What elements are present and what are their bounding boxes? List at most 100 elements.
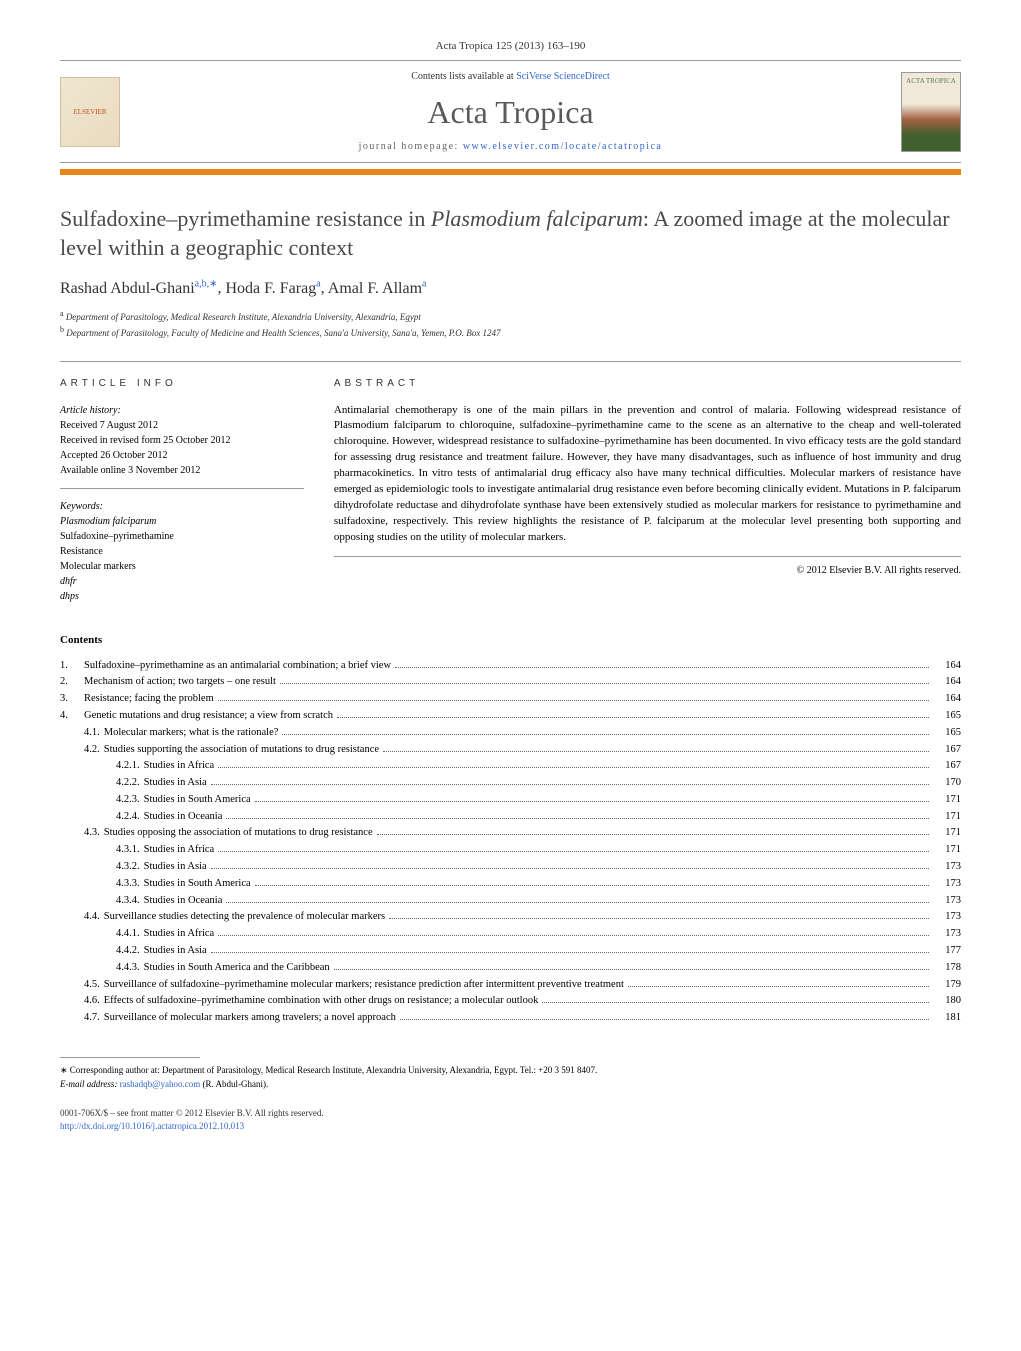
author-sup: a,b,∗	[195, 278, 218, 289]
toc-entry[interactable]: 4.2.Studies supporting the association o…	[60, 742, 961, 759]
journal-header: ELSEVIER Contents lists available at Sci…	[60, 60, 961, 163]
toc-title: Studies supporting the association of mu…	[104, 742, 379, 759]
toc-page: 181	[933, 1010, 961, 1027]
toc-dots	[389, 918, 929, 919]
toc-number: 4.4.3.	[60, 960, 144, 977]
authors-list: Rashad Abdul-Ghania,b,∗, Hoda F. Faraga,…	[60, 278, 961, 297]
abstract-heading: abstract	[334, 378, 961, 389]
toc-page: 170	[933, 775, 961, 792]
toc-dots	[542, 1002, 929, 1003]
sciencedirect-link[interactable]: SciVerse ScienceDirect	[516, 71, 610, 82]
toc-entry[interactable]: 4.3.3.Studies in South America 173	[60, 876, 961, 893]
toc-number: 4.3.	[60, 825, 104, 842]
toc-dots	[211, 784, 929, 785]
toc-number: 4.2.4.	[60, 809, 144, 826]
toc-entry[interactable]: 4.3.1.Studies in Africa171	[60, 842, 961, 859]
toc-number: 4.3.3.	[60, 876, 144, 893]
homepage-label: journal homepage:	[359, 141, 463, 152]
abstract-text: Antimalarial chemotherapy is one of the …	[334, 403, 961, 546]
keyword: Resistance	[60, 544, 304, 559]
toc-number: 4.6.	[60, 993, 104, 1010]
toc-title: Studies in South America	[144, 792, 251, 809]
author: Amal F. Allama	[328, 280, 427, 297]
toc-title: Studies in Africa	[144, 842, 215, 859]
toc-title: Sulfadoxine–pyrimethamine as an antimala…	[84, 658, 391, 675]
copyright-line: © 2012 Elsevier B.V. All rights reserved…	[334, 556, 961, 576]
author-sup: a	[316, 278, 320, 289]
toc-number: 4.3.2.	[60, 859, 144, 876]
toc-title: Studies opposing the association of muta…	[104, 825, 373, 842]
header-center: Contents lists available at SciVerse Sci…	[120, 71, 901, 152]
toc-dots	[211, 868, 929, 869]
corresponding-author: ∗ Corresponding author at: Department of…	[60, 1064, 961, 1078]
toc-title: Studies in Oceania	[144, 893, 223, 910]
toc-dots	[400, 1019, 929, 1020]
keywords-label: Keywords:	[60, 499, 304, 514]
toc-entry[interactable]: 4.3.Studies opposing the association of …	[60, 825, 961, 842]
toc-entry[interactable]: 4.3.4.Studies in Oceania173	[60, 893, 961, 910]
toc-page: 171	[933, 825, 961, 842]
toc-number: 4.2.3.	[60, 792, 144, 809]
toc-number: 4.1.	[60, 725, 104, 742]
toc-entry[interactable]: 2.Mechanism of action; two targets – one…	[60, 674, 961, 691]
article-title: Sulfadoxine–pyrimethamine resistance in …	[60, 205, 961, 262]
toc-entry[interactable]: 4.7.Surveillance of molecular markers am…	[60, 1010, 961, 1027]
publisher-name: ELSEVIER	[73, 108, 106, 116]
footnotes: ∗ Corresponding author at: Department of…	[60, 1058, 961, 1091]
toc-page: 173	[933, 876, 961, 893]
toc-page: 165	[933, 708, 961, 725]
toc-number: 4.5.	[60, 977, 104, 994]
toc-entry[interactable]: 4.4.1.Studies in Africa173	[60, 926, 961, 943]
toc-page: 173	[933, 893, 961, 910]
toc-dots	[218, 851, 929, 852]
homepage-link[interactable]: www.elsevier.com/locate/actatropica	[463, 141, 663, 152]
toc-entry[interactable]: 4.2.2.Studies in Asia170	[60, 775, 961, 792]
toc-number: 4.4.	[60, 909, 104, 926]
toc-dots	[337, 717, 929, 718]
toc-entry[interactable]: 4.4.3.Studies in South America and the C…	[60, 960, 961, 977]
doi-link[interactable]: http://dx.doi.org/10.1016/j.actatropica.…	[60, 1121, 244, 1131]
keyword: Sulfadoxine–pyrimethamine	[60, 529, 304, 544]
toc-number: 1.	[60, 658, 84, 675]
author-sup: a	[422, 278, 426, 289]
toc-title: Genetic mutations and drug resistance; a…	[84, 708, 333, 725]
toc-title: Studies in Asia	[144, 859, 207, 876]
affiliation: b Department of Parasitology, Faculty of…	[60, 324, 961, 341]
toc-entry[interactable]: 4.Genetic mutations and drug resistance;…	[60, 708, 961, 725]
toc-page: 173	[933, 909, 961, 926]
keyword: dhfr	[60, 574, 304, 589]
toc-title: Resistance; facing the problem	[84, 691, 214, 708]
keyword: dhps	[60, 589, 304, 604]
toc-entry[interactable]: 4.2.3.Studies in South America 171	[60, 792, 961, 809]
issn-line: 0001-706X/$ – see front matter © 2012 El…	[60, 1107, 961, 1120]
toc-title: Studies in Africa	[144, 758, 215, 775]
toc-entry[interactable]: 4.2.4.Studies in Oceania171	[60, 809, 961, 826]
toc-page: 171	[933, 792, 961, 809]
toc-title: Studies in South America	[144, 876, 251, 893]
journal-title: Acta Tropica	[120, 94, 901, 131]
toc-entry[interactable]: 3.Resistance; facing the problem164	[60, 691, 961, 708]
toc-entry[interactable]: 4.3.2.Studies in Asia 173	[60, 859, 961, 876]
toc-dots	[255, 885, 929, 886]
email-link[interactable]: rashadqb@yahoo.com	[120, 1079, 201, 1089]
toc-page: 180	[933, 993, 961, 1010]
author: Rashad Abdul-Ghania,b,∗	[60, 280, 217, 297]
divider-bar	[60, 169, 961, 175]
toc-page: 167	[933, 758, 961, 775]
contents-available: Contents lists available at SciVerse Sci…	[120, 71, 901, 82]
toc-entry[interactable]: 4.1.Molecular markers; what is the ratio…	[60, 725, 961, 742]
toc-page: 164	[933, 691, 961, 708]
title-part1: Sulfadoxine–pyrimethamine resistance in	[60, 206, 431, 231]
toc-dots	[218, 935, 929, 936]
toc-number: 4.4.2.	[60, 943, 144, 960]
toc-entry[interactable]: 4.5.Surveillance of sulfadoxine–pyrimeth…	[60, 977, 961, 994]
toc-entry[interactable]: 4.4.2.Studies in Asia177	[60, 943, 961, 960]
toc-entry[interactable]: 4.4.Surveillance studies detecting the p…	[60, 909, 961, 926]
toc-page: 173	[933, 859, 961, 876]
toc-entry[interactable]: 1.Sulfadoxine–pyrimethamine as an antima…	[60, 658, 961, 675]
toc-dots	[383, 751, 929, 752]
toc-entry[interactable]: 4.2.1.Studies in Africa167	[60, 758, 961, 775]
toc-entry[interactable]: 4.6.Effects of sulfadoxine–pyrimethamine…	[60, 993, 961, 1010]
toc-title: Studies in Asia	[144, 943, 207, 960]
info-abstract-row: article info Article history: Received 7…	[60, 361, 961, 604]
